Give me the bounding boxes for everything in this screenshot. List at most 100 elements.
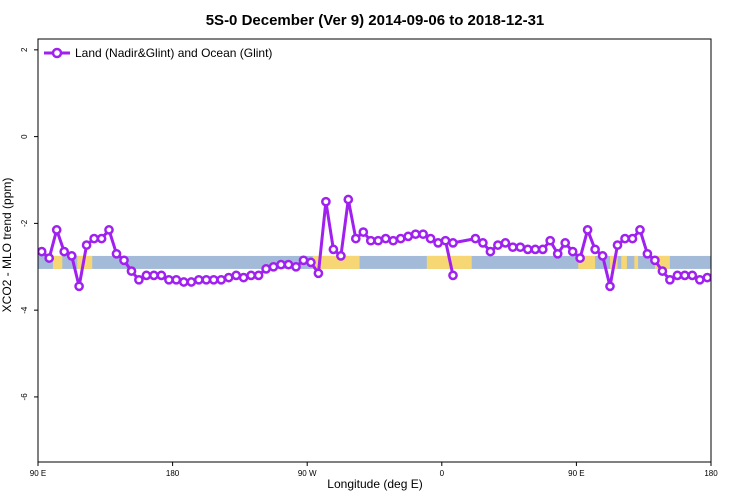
data-point (268, 261, 279, 272)
data-point (448, 238, 458, 248)
data-point (328, 244, 339, 255)
x-tick-label: 90 E (568, 469, 584, 478)
y-tick-label: 0 (20, 134, 29, 139)
data-point (223, 272, 234, 283)
data-point (193, 274, 204, 285)
data-point (620, 233, 630, 244)
data-point (216, 274, 227, 285)
data-point (522, 244, 533, 255)
data-point (208, 274, 219, 285)
data-point (164, 274, 174, 285)
data-point (702, 272, 711, 283)
data-point (66, 251, 77, 261)
data-point (650, 255, 660, 266)
data-point (358, 227, 369, 237)
data-point (126, 266, 137, 276)
x-axis: 90 E 180 90 W 0 90 E 180 (30, 462, 718, 478)
data-point (657, 266, 668, 276)
data-point (96, 233, 107, 244)
data-point (336, 251, 346, 261)
data-point (418, 229, 428, 240)
data-point (493, 240, 503, 250)
x-axis-label: Longitude (deg E) (327, 477, 422, 491)
data-point (178, 277, 189, 287)
land-ocean-band (38, 255, 711, 269)
data-point (141, 270, 152, 281)
y-tick-label: -6 (20, 393, 29, 401)
data-point (403, 231, 414, 242)
x-tick-label: 180 (704, 469, 718, 478)
data-point (575, 253, 585, 263)
data-point (470, 233, 481, 244)
data-point (635, 225, 645, 235)
data-point (545, 235, 556, 246)
land-patch-0 (52, 255, 63, 269)
data-point (507, 242, 518, 253)
data-point (665, 274, 675, 285)
data-point (433, 238, 443, 248)
series-layer (38, 194, 711, 292)
data-point (590, 244, 600, 255)
data-point (59, 246, 70, 257)
land-patch-6 (621, 255, 627, 269)
y-tick-label: -4 (20, 306, 29, 314)
data-point (582, 225, 593, 235)
data-point (276, 259, 286, 270)
data-point (485, 246, 496, 257)
data-point (373, 235, 384, 246)
data-point (149, 270, 159, 281)
legend: Land (Nadir&Glint) and Ocean (Glint) (44, 46, 272, 60)
data-point (231, 270, 242, 281)
data-point (81, 240, 92, 250)
legend-marker (51, 47, 63, 59)
data-point (261, 264, 271, 274)
x-tick-label: 90 W (298, 469, 317, 478)
data-point (186, 277, 197, 287)
data-point (694, 274, 705, 285)
data-point (291, 261, 301, 272)
data-point (365, 235, 376, 246)
data-point (679, 270, 690, 281)
data-point (395, 233, 406, 244)
data-point (500, 238, 511, 248)
data-point (283, 259, 294, 270)
data-point (253, 270, 264, 281)
data-point (306, 257, 316, 268)
data-point (343, 194, 354, 205)
data-point (171, 274, 182, 285)
ocean-band (38, 255, 711, 269)
data-point (627, 233, 638, 244)
y-axis: 2 0 -2 -4 -6 (20, 47, 38, 400)
x-tick-label: 0 (440, 469, 445, 478)
data-point (530, 244, 541, 255)
data-point (425, 233, 436, 244)
x-tick-label: 90 E (30, 469, 46, 478)
data-point (687, 270, 698, 281)
data-point (111, 248, 122, 259)
y-tick-label: -2 (20, 219, 29, 227)
data-point (560, 238, 571, 248)
data-point (605, 281, 615, 292)
data-point (313, 268, 324, 279)
legend-label: Land (Nadir&Glint) and Ocean (Glint) (75, 46, 272, 60)
data-point (51, 225, 62, 235)
y-axis-label: XCO2 - MLO trend (ppm) (0, 178, 14, 313)
data-point (89, 233, 99, 244)
data-point (350, 233, 361, 244)
data-point (238, 272, 249, 283)
data-point (380, 233, 391, 244)
land-patch-2 (312, 255, 360, 269)
data-point (448, 270, 458, 281)
data-point (44, 253, 55, 263)
data-point (134, 274, 144, 285)
data-point (156, 270, 167, 281)
data-point (388, 235, 399, 246)
data-point (672, 270, 683, 281)
data-point (552, 248, 563, 259)
data-point (119, 255, 129, 266)
data-point (38, 246, 47, 257)
land-patch-7 (634, 255, 639, 269)
data-point (298, 255, 309, 266)
data-point (410, 229, 421, 240)
